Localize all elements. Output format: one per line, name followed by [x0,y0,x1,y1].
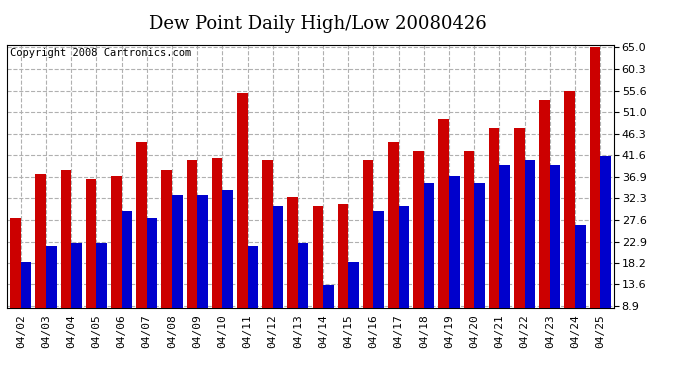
Bar [363,160,373,347]
Bar [399,207,409,347]
Bar [161,170,172,347]
Bar [464,151,474,347]
Bar [97,243,107,347]
Bar [212,158,222,347]
Bar [474,183,485,347]
Bar [600,156,611,347]
Bar [524,160,535,347]
Bar [313,207,323,347]
Bar [222,190,233,347]
Bar [35,174,46,347]
Bar [237,93,248,347]
Bar [438,119,449,347]
Bar [136,142,147,347]
Bar [373,211,384,347]
Bar [71,243,81,347]
Bar [262,160,273,347]
Bar [287,197,298,347]
Bar [273,207,284,347]
Bar [248,246,258,347]
Bar [61,170,71,347]
Bar [337,204,348,347]
Bar [564,91,575,347]
Bar [590,47,600,347]
Bar [323,285,334,347]
Bar [172,195,183,347]
Bar [298,243,308,347]
Bar [46,246,57,347]
Bar [388,142,399,347]
Bar [111,177,121,347]
Bar [21,262,31,347]
Bar [550,165,560,347]
Text: Dew Point Daily High/Low 20080426: Dew Point Daily High/Low 20080426 [148,15,486,33]
Bar [348,262,359,347]
Bar [197,195,208,347]
Bar [575,225,586,347]
Bar [121,211,132,347]
Bar [10,218,21,347]
Bar [186,160,197,347]
Bar [489,128,500,347]
Bar [86,179,97,347]
Text: Copyright 2008 Cartronics.com: Copyright 2008 Cartronics.com [10,48,191,58]
Bar [449,177,460,347]
Bar [413,151,424,347]
Bar [540,100,550,347]
Bar [424,183,435,347]
Bar [500,165,510,347]
Bar [514,128,524,347]
Bar [147,218,157,347]
